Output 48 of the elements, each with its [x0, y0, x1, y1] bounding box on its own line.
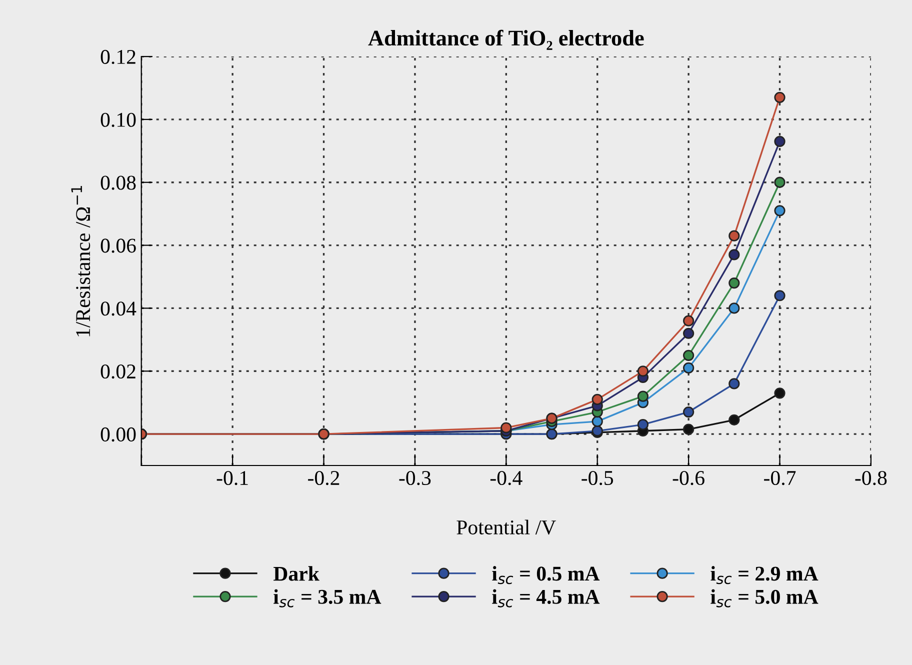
point [683, 328, 694, 339]
y-tick-label: 0.10 [100, 112, 136, 127]
x-axis-title: Potential /V [456, 520, 556, 535]
point [637, 390, 649, 402]
x-tick-label: -0.8 [855, 470, 887, 486]
y-tick-label: 0.02 [100, 364, 136, 379]
point [728, 414, 740, 426]
point [774, 176, 786, 188]
x-tick-label: -0.7 [764, 470, 796, 486]
x-tick-label: -0.4 [490, 470, 522, 486]
point [500, 422, 512, 434]
point [637, 419, 649, 430]
y-tick-label: 0.12 [100, 50, 136, 64]
point [592, 394, 603, 405]
y-tick-label: 0.06 [100, 238, 136, 253]
point [774, 290, 786, 302]
point [637, 366, 649, 377]
y-tick-label: 0.04 [100, 302, 136, 316]
point [728, 249, 740, 260]
point [683, 362, 694, 374]
legend-label: i$_{sc}$ = 3.5 mA [274, 589, 382, 608]
legend-label: i$_{sc}$ = 4.5 mA [492, 589, 600, 608]
point [774, 388, 786, 399]
point [683, 424, 694, 435]
y-tick-label: 0.08 [100, 176, 136, 190]
x-tick-label: -0.5 [582, 470, 614, 486]
x-tick-label: -0.3 [399, 470, 431, 486]
x-tick-label: -0.1 [216, 470, 248, 486]
point [774, 205, 786, 216]
point [774, 92, 786, 103]
point [774, 136, 786, 148]
x-tick-label: -0.6 [672, 470, 704, 486]
point [683, 315, 694, 326]
chart-title: Admittance of TiO₂ electrode [368, 30, 644, 50]
point [728, 302, 740, 314]
point [728, 378, 740, 390]
point [728, 230, 740, 242]
legend-label: i$_{sc}$ = 5.0 mA [710, 589, 818, 608]
point [728, 277, 740, 289]
point [592, 416, 603, 428]
legend-label: Dark [274, 566, 320, 581]
legend-label: i$_{sc}$ = 0.5 mA [492, 566, 600, 584]
y-tick-label: 0.00 [100, 427, 136, 442]
point [683, 350, 694, 361]
legend-label: i$_{sc}$ = 2.9 mA [710, 566, 818, 584]
point [683, 406, 694, 418]
x-tick-label: -0.2 [308, 470, 340, 486]
y-axis-title: 1/Resistance /Ω$^{−1}$ [71, 186, 90, 336]
